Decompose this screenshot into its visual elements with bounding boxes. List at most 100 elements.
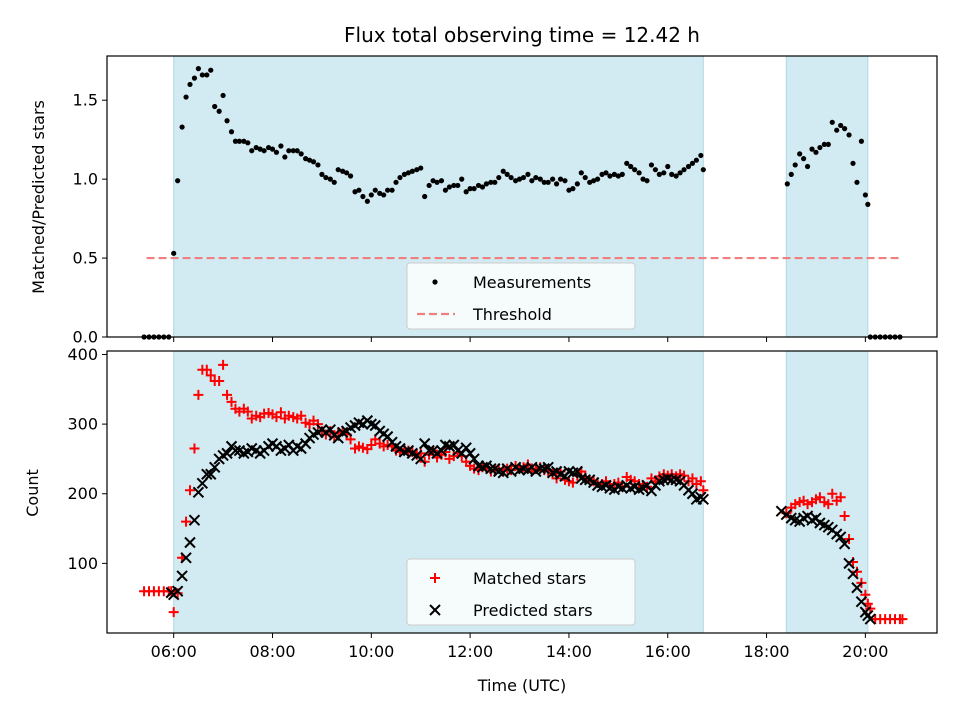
- y-tick-label: 400: [67, 345, 98, 364]
- matched-star-point: [296, 410, 307, 421]
- measurement-point: [455, 182, 461, 189]
- matched-star-point: [185, 485, 195, 496]
- matched-star-point: [839, 511, 850, 522]
- predicted-star-point: [435, 444, 448, 457]
- predicted-star-point: [192, 486, 205, 499]
- predicted-star-point: [645, 485, 658, 497]
- matched-star-point: [181, 516, 192, 527]
- measurement-point: [619, 171, 625, 177]
- predicted-star-point: [468, 453, 480, 465]
- measurement-point: [414, 167, 420, 173]
- bottom-panel: 100 200 300 400 06:00 08:00 10:00 12:00 14:00 16:…: [23, 345, 938, 695]
- measurement-point: [409, 168, 415, 174]
- measurement-point: [550, 176, 556, 182]
- measurement-point: [665, 163, 671, 170]
- measurement-point: [347, 173, 354, 179]
- measurement-point: [479, 184, 486, 190]
- predicted-star-point: [686, 488, 699, 500]
- x-axis-label: Time (UTC): [477, 676, 566, 695]
- measurement-point: [652, 167, 658, 173]
- measurement-point: [261, 148, 267, 154]
- observing-window-2: [785, 55, 869, 338]
- measurement-point: [216, 108, 222, 114]
- measurement-point: [360, 193, 366, 200]
- y-axis-label: Count: [23, 469, 42, 517]
- measurement-point: [834, 127, 840, 133]
- matched-star-point: [189, 443, 200, 454]
- measurement-point: [422, 193, 428, 200]
- predicted-star-point: [847, 568, 859, 580]
- measurement-point: [797, 151, 803, 157]
- matched-star-point: [814, 492, 825, 503]
- measurement-point: [446, 184, 452, 190]
- measurement-point: [352, 189, 358, 195]
- measurement-point: [603, 170, 609, 176]
- measurement-point: [825, 141, 831, 148]
- measurement-point: [566, 187, 572, 193]
- top-panel: 0.0 0.5 1.0 1.5 Matched/Predicted stars Measu…: [29, 55, 938, 347]
- predicted-star-point: [834, 531, 847, 543]
- observing-window-2: [785, 350, 869, 634]
- measurement-point: [693, 157, 699, 163]
- measurement-point: [434, 179, 440, 185]
- measurement-point: [562, 178, 568, 184]
- measurement-point: [813, 149, 819, 155]
- matched-star-point: [366, 440, 377, 450]
- matched-star-point: [275, 407, 286, 418]
- measurement-point: [607, 173, 613, 179]
- x-tick-label: 20:00: [842, 642, 888, 661]
- measurement-point: [574, 181, 580, 187]
- measurement-point: [377, 190, 383, 196]
- measurement-point: [492, 179, 498, 185]
- measurement-point: [516, 176, 523, 182]
- measurement-point: [426, 182, 432, 189]
- series-dot-0: [141, 66, 903, 340]
- measurement-point: [286, 148, 292, 154]
- measurement-point: [661, 170, 667, 176]
- matched-star-point: [357, 442, 368, 453]
- measurement-point: [557, 176, 564, 182]
- measurement-point: [344, 170, 350, 176]
- measurement-point: [500, 168, 506, 174]
- measurement-point: [817, 144, 823, 151]
- measurement-point: [459, 176, 465, 182]
- y-tick-label: 1.5: [73, 91, 98, 110]
- x-tick-label: 12:00: [447, 642, 493, 661]
- x-tick-label: 06:00: [151, 642, 197, 661]
- measurement-point: [677, 170, 683, 176]
- predicted-star-point: [843, 557, 855, 570]
- measurement-point: [245, 140, 251, 146]
- predicted-star-point: [221, 447, 233, 460]
- x-tick-label: 10:00: [348, 642, 394, 661]
- predicted-star-point: [299, 437, 312, 450]
- measurement-point: [529, 178, 535, 184]
- measurement-point: [553, 181, 560, 187]
- matched-star-point: [802, 499, 813, 510]
- measurement-point: [862, 192, 868, 198]
- measurement-point: [858, 138, 865, 144]
- measurement-point: [179, 124, 185, 130]
- measurement-point: [865, 201, 871, 207]
- predicted-star-point: [485, 462, 497, 475]
- matched-star-point: [827, 488, 838, 499]
- x-tick-label: 08:00: [249, 642, 295, 661]
- measurement-point: [488, 179, 494, 185]
- matched-star-point: [823, 499, 834, 510]
- measurement-point: [615, 173, 621, 179]
- measurement-point: [282, 154, 288, 160]
- measurement-point: [224, 118, 230, 124]
- measurement-point: [700, 167, 706, 173]
- measurement-point: [854, 179, 860, 185]
- series-x-1: [165, 414, 877, 625]
- predicted-star-point: [229, 444, 242, 457]
- matched-star-point: [242, 406, 253, 417]
- measurement-point: [656, 171, 662, 177]
- measurement-point: [611, 171, 617, 177]
- measurement-point: [183, 94, 189, 100]
- measurement-point: [689, 160, 696, 166]
- measurement-point: [393, 179, 399, 185]
- matched-star-point: [226, 396, 237, 407]
- measurement-point: [821, 141, 827, 148]
- matched-star-point: [415, 448, 426, 459]
